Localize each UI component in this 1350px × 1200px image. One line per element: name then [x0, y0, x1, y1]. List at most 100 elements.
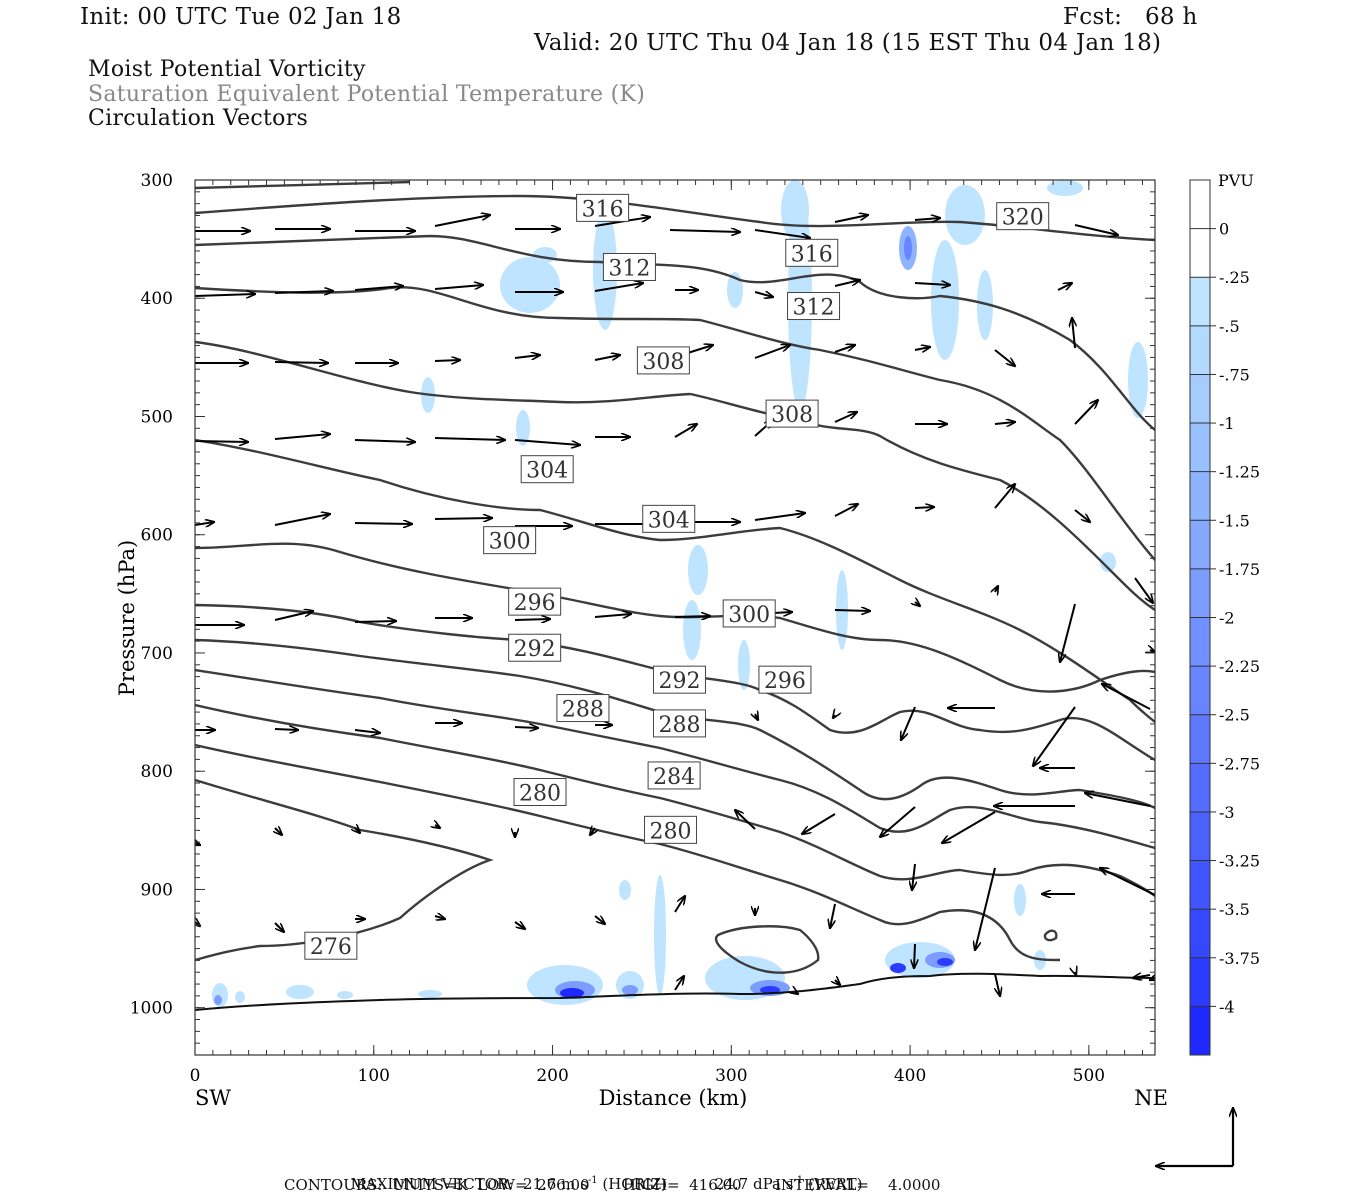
colorbar-swatch [1190, 860, 1210, 910]
colorbar-swatch [1190, 423, 1210, 473]
colorbar-label: -3 [1219, 803, 1235, 822]
colorbar-swatch [1190, 957, 1210, 1007]
circulation-vector [355, 828, 360, 833]
x-tick-label: 300 [715, 1066, 747, 1086]
colorbar-swatch [1190, 763, 1210, 813]
max-vector-line: MAXIMUM VECTOR: 21.6 m s-1 (HORIZ) 24.7 … [341, 1157, 863, 1193]
svg-text:304: 304 [648, 508, 690, 533]
terrain-line [194, 972, 1156, 1011]
reference-vector-icon [1156, 1108, 1233, 1166]
y-tick-label: 600 [141, 526, 173, 546]
circulation-vector [901, 706, 916, 740]
x-tick-label: 200 [536, 1066, 568, 1086]
svg-text:292: 292 [514, 637, 556, 662]
contour-label-284: 284 [647, 761, 701, 790]
colorbar-label: -.75 [1219, 365, 1250, 384]
circulation-vector [594, 614, 631, 617]
colorbar-label: -.25 [1219, 268, 1250, 287]
contour-label-312: 312 [787, 292, 841, 321]
circulation-vector [833, 715, 835, 718]
contour-label-288: 288 [652, 709, 706, 738]
circulation-vector [1133, 975, 1151, 978]
circulation-vector [995, 586, 998, 592]
contour-label-300: 300 [722, 599, 776, 628]
contour-label-308: 308 [636, 346, 690, 375]
x-axis: 0 100 200 300 400 500 [190, 180, 1105, 1086]
circulation-vector [590, 828, 595, 835]
colorbar-label: -2.25 [1219, 657, 1260, 676]
colorbar-unit: PVU [1218, 171, 1254, 190]
circulation-vector [354, 621, 396, 622]
circulation-vector [195, 441, 248, 442]
circulation-vector [274, 514, 330, 526]
max-vert-tag: (VERT) [807, 1175, 863, 1193]
y-tick-label: 1000 [130, 999, 173, 1019]
colorbar-label: -2.75 [1219, 754, 1260, 773]
circulation-vector [1074, 509, 1090, 522]
circulation-vector [514, 922, 525, 929]
y-tick-label: 900 [141, 880, 173, 900]
circulation-vector [514, 619, 550, 620]
circulation-vector [1150, 978, 1155, 980]
circulation-vector [354, 730, 380, 733]
circulation-vector [435, 825, 440, 828]
circulation-vector [994, 349, 1015, 366]
circulation-vector [834, 412, 857, 423]
circulation-vector [195, 843, 200, 845]
svg-text:280: 280 [519, 782, 561, 807]
colorbar-label: -2.5 [1219, 706, 1250, 725]
svg-text:292: 292 [658, 669, 700, 694]
circulation-vector [994, 973, 1000, 996]
y-axis-label: Pressure (hPa) [115, 540, 139, 696]
svg-text:284: 284 [653, 765, 695, 790]
svg-text:300: 300 [728, 603, 770, 628]
colorbar-label: -1.75 [1219, 560, 1260, 579]
svg-text:296: 296 [514, 591, 556, 616]
axis-minor-ticks [195, 180, 1155, 1056]
circulation-vector [594, 915, 605, 924]
colorbar-label: 0 [1219, 220, 1229, 239]
svg-text:296: 296 [764, 669, 806, 694]
contour-label-276: 276 [304, 931, 358, 960]
circulation-vector [195, 522, 214, 525]
circulation-vector [834, 280, 860, 287]
field-title-vectors: Circulation Vectors [88, 106, 309, 131]
circulation-vector [735, 810, 756, 830]
contour-label-280: 280 [644, 815, 698, 844]
colorbar-swatch [1190, 666, 1210, 716]
contour-label-296: 296 [508, 587, 562, 616]
colorbar-swatch [1190, 1006, 1210, 1056]
circulation-vector [914, 218, 940, 220]
circulation-vector [1033, 706, 1076, 766]
circulation-vector [1150, 650, 1155, 652]
contour-label-296: 296 [758, 665, 812, 694]
y-axis: 300 400 500 600 700 800 900 1000 [130, 171, 1155, 1019]
circulation-vector [274, 291, 333, 293]
thetaes-contours [195, 180, 1155, 974]
colorbar-label: -3.5 [1219, 900, 1250, 919]
contour-label-300: 300 [483, 526, 537, 555]
colorbar-swatch [1190, 228, 1210, 278]
colorbar-label: -3.25 [1219, 852, 1260, 871]
circulation-vector [754, 229, 810, 238]
circulation-vector [354, 440, 415, 442]
colorbar-label: -3.75 [1219, 949, 1260, 968]
contour-label-312: 312 [602, 253, 656, 282]
colorbar: 0 -.25 -.5 -.75 -1 -1.25 -1.5 -1.75 -2 -2.25 -2.5 -… [1189, 179, 1260, 1056]
x-axis-label: Distance (km) [599, 1086, 748, 1110]
colorbar-swatch [1190, 325, 1210, 375]
colorbar-label: -1.5 [1219, 511, 1250, 530]
circulation-vector [354, 286, 403, 291]
circulation-vector [674, 976, 684, 991]
contour-label-288: 288 [556, 694, 610, 723]
circulation-vector [514, 355, 540, 358]
svg-text:316: 316 [582, 197, 624, 222]
circulation-vector [834, 610, 870, 611]
circulation-vector [434, 360, 460, 361]
colorbar-label: -1.25 [1219, 463, 1260, 482]
valid-time: Valid: 20 UTC Thu 04 Jan 18 (15 EST Thu … [534, 30, 1162, 56]
circulation-vector [834, 215, 868, 223]
colorbar-label: -4 [1219, 997, 1235, 1016]
colorbar-swatch [1190, 811, 1210, 862]
circulation-vector [1057, 283, 1072, 291]
